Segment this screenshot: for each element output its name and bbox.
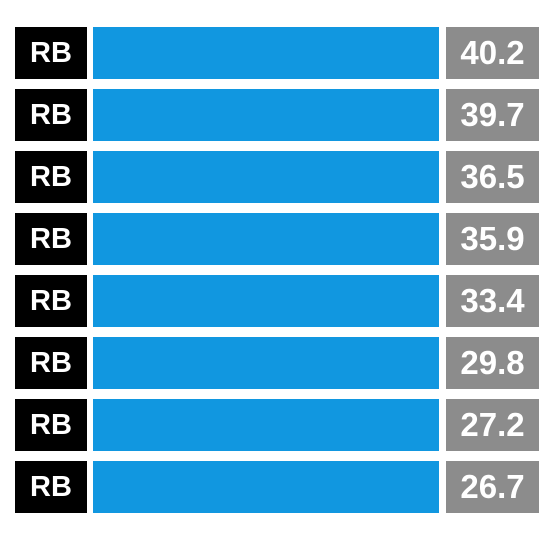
value-label: 29.8	[446, 337, 539, 389]
position-label: RB	[15, 151, 87, 203]
ranking-list: RB 40.2 RB 39.7 RB 36.5 RB 35.9 RB 33.4 RB 29.8 RB 27…	[15, 27, 539, 523]
position-label: RB	[15, 461, 87, 513]
name-bar	[93, 399, 439, 451]
position-label: RB	[15, 27, 87, 79]
position-label: RB	[15, 275, 87, 327]
name-bar	[93, 337, 439, 389]
value-label: 35.9	[446, 213, 539, 265]
position-label: RB	[15, 213, 87, 265]
name-bar	[93, 151, 439, 203]
name-bar	[93, 213, 439, 265]
row: RB 35.9	[15, 213, 539, 265]
row: RB 33.4	[15, 275, 539, 327]
name-bar	[93, 89, 439, 141]
position-label: RB	[15, 89, 87, 141]
name-bar	[93, 461, 439, 513]
name-bar	[93, 275, 439, 327]
position-label: RB	[15, 399, 87, 451]
row: RB 29.8	[15, 337, 539, 389]
value-label: 27.2	[446, 399, 539, 451]
row: RB 39.7	[15, 89, 539, 141]
value-label: 39.7	[446, 89, 539, 141]
value-label: 33.4	[446, 275, 539, 327]
row: RB 26.7	[15, 461, 539, 513]
value-label: 26.7	[446, 461, 539, 513]
value-label: 40.2	[446, 27, 539, 79]
value-label: 36.5	[446, 151, 539, 203]
name-bar	[93, 27, 439, 79]
row: RB 40.2	[15, 27, 539, 79]
row: RB 27.2	[15, 399, 539, 451]
row: RB 36.5	[15, 151, 539, 203]
position-label: RB	[15, 337, 87, 389]
